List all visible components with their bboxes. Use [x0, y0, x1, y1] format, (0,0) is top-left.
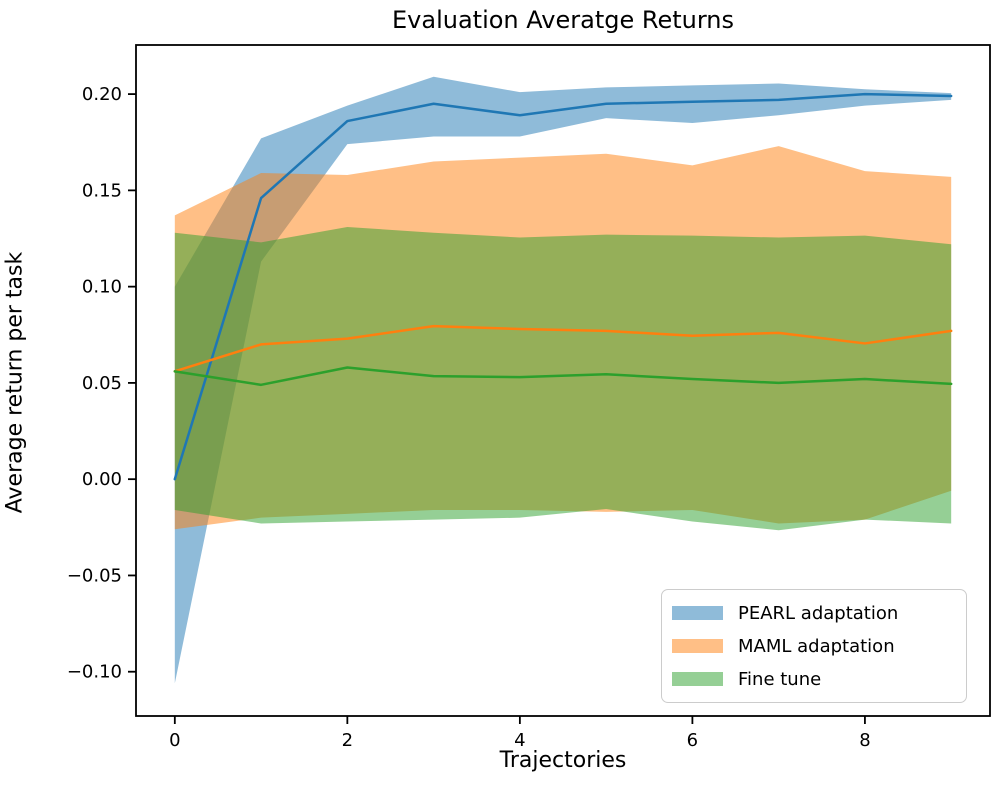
- y-tick-label: 0.10: [82, 277, 122, 298]
- legend: PEARL adaptation MAML adaptation Fine tune: [661, 589, 967, 703]
- legend-item-label: PEARL adaptation: [738, 602, 899, 624]
- legend-swatch-icon: [672, 639, 723, 653]
- x-tick-label: 6: [687, 730, 698, 751]
- y-tick-label: −0.10: [67, 662, 122, 683]
- x-tick-label: 4: [514, 730, 525, 751]
- x-tick-label: 0: [169, 730, 180, 751]
- legend-item: MAML adaptation: [672, 633, 956, 659]
- legend-item: PEARL adaptation: [672, 600, 956, 626]
- legend-swatch-icon: [672, 606, 723, 620]
- line-maml-adaptation: [173, 324, 953, 373]
- y-tick-label: 0.05: [82, 373, 122, 394]
- line-fine-tune: [173, 366, 953, 387]
- y-axis-label: Average return per task: [2, 251, 28, 514]
- legend-item-label: Fine tune: [738, 668, 822, 690]
- line-pearl-adaptation: [173, 92, 953, 481]
- y-tick-label: 0.20: [82, 84, 122, 105]
- y-tick-label: 0.00: [82, 469, 122, 490]
- x-axis-label: Trajectories: [499, 748, 627, 773]
- legend-item-label: MAML adaptation: [738, 635, 895, 657]
- x-tick-label: 2: [342, 730, 353, 751]
- legend-swatch-icon: [672, 672, 723, 686]
- y-tick-label: 0.15: [82, 180, 122, 201]
- legend-item: Fine tune: [672, 666, 956, 692]
- y-tick-label: −0.05: [67, 565, 122, 586]
- x-tick-label: 8: [859, 730, 870, 751]
- band-fine-tune: [174, 226, 952, 531]
- chart-title: Evaluation Averatge Returns: [392, 6, 734, 34]
- axes-frame: [135, 44, 991, 717]
